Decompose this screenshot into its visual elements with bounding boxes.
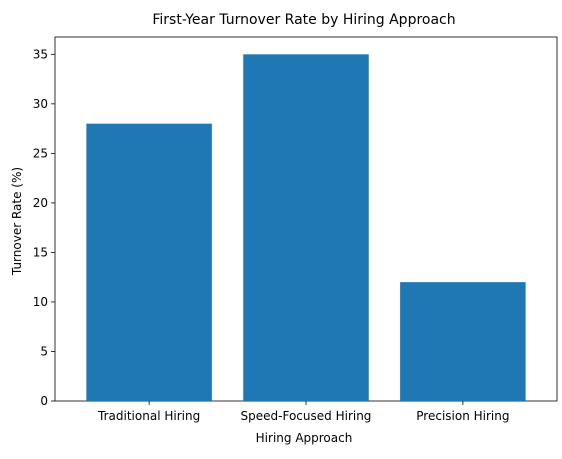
bar-speed-focused-hiring [243, 54, 369, 401]
y-tick-label: 25 [33, 146, 48, 160]
y-tick-label: 30 [33, 97, 48, 111]
x-axis-label: Hiring Approach [256, 431, 353, 445]
y-tick-label: 15 [33, 245, 48, 259]
y-tick-label: 0 [40, 394, 48, 408]
x-tick-label: Speed-Focused Hiring [241, 409, 372, 423]
bars-group [86, 54, 526, 402]
y-tick-label: 35 [33, 47, 48, 61]
bar-traditional-hiring [86, 123, 212, 402]
bar-precision-hiring [400, 282, 526, 401]
x-tick-label: Traditional Hiring [97, 409, 200, 423]
x-axis: Traditional Hiring Speed-Focused Hiring Pr… [97, 401, 509, 423]
y-tick-label: 10 [33, 295, 48, 309]
chart-title: First-Year Turnover Rate by Hiring Appro… [152, 12, 455, 28]
y-axis: 0 5 10 15 20 25 30 35 [33, 47, 55, 408]
y-tick-label: 5 [40, 344, 48, 358]
y-axis-label: Turnover Rate (%) [10, 167, 24, 276]
x-tick-label: Precision Hiring [416, 409, 509, 423]
y-tick-label: 20 [33, 196, 48, 210]
